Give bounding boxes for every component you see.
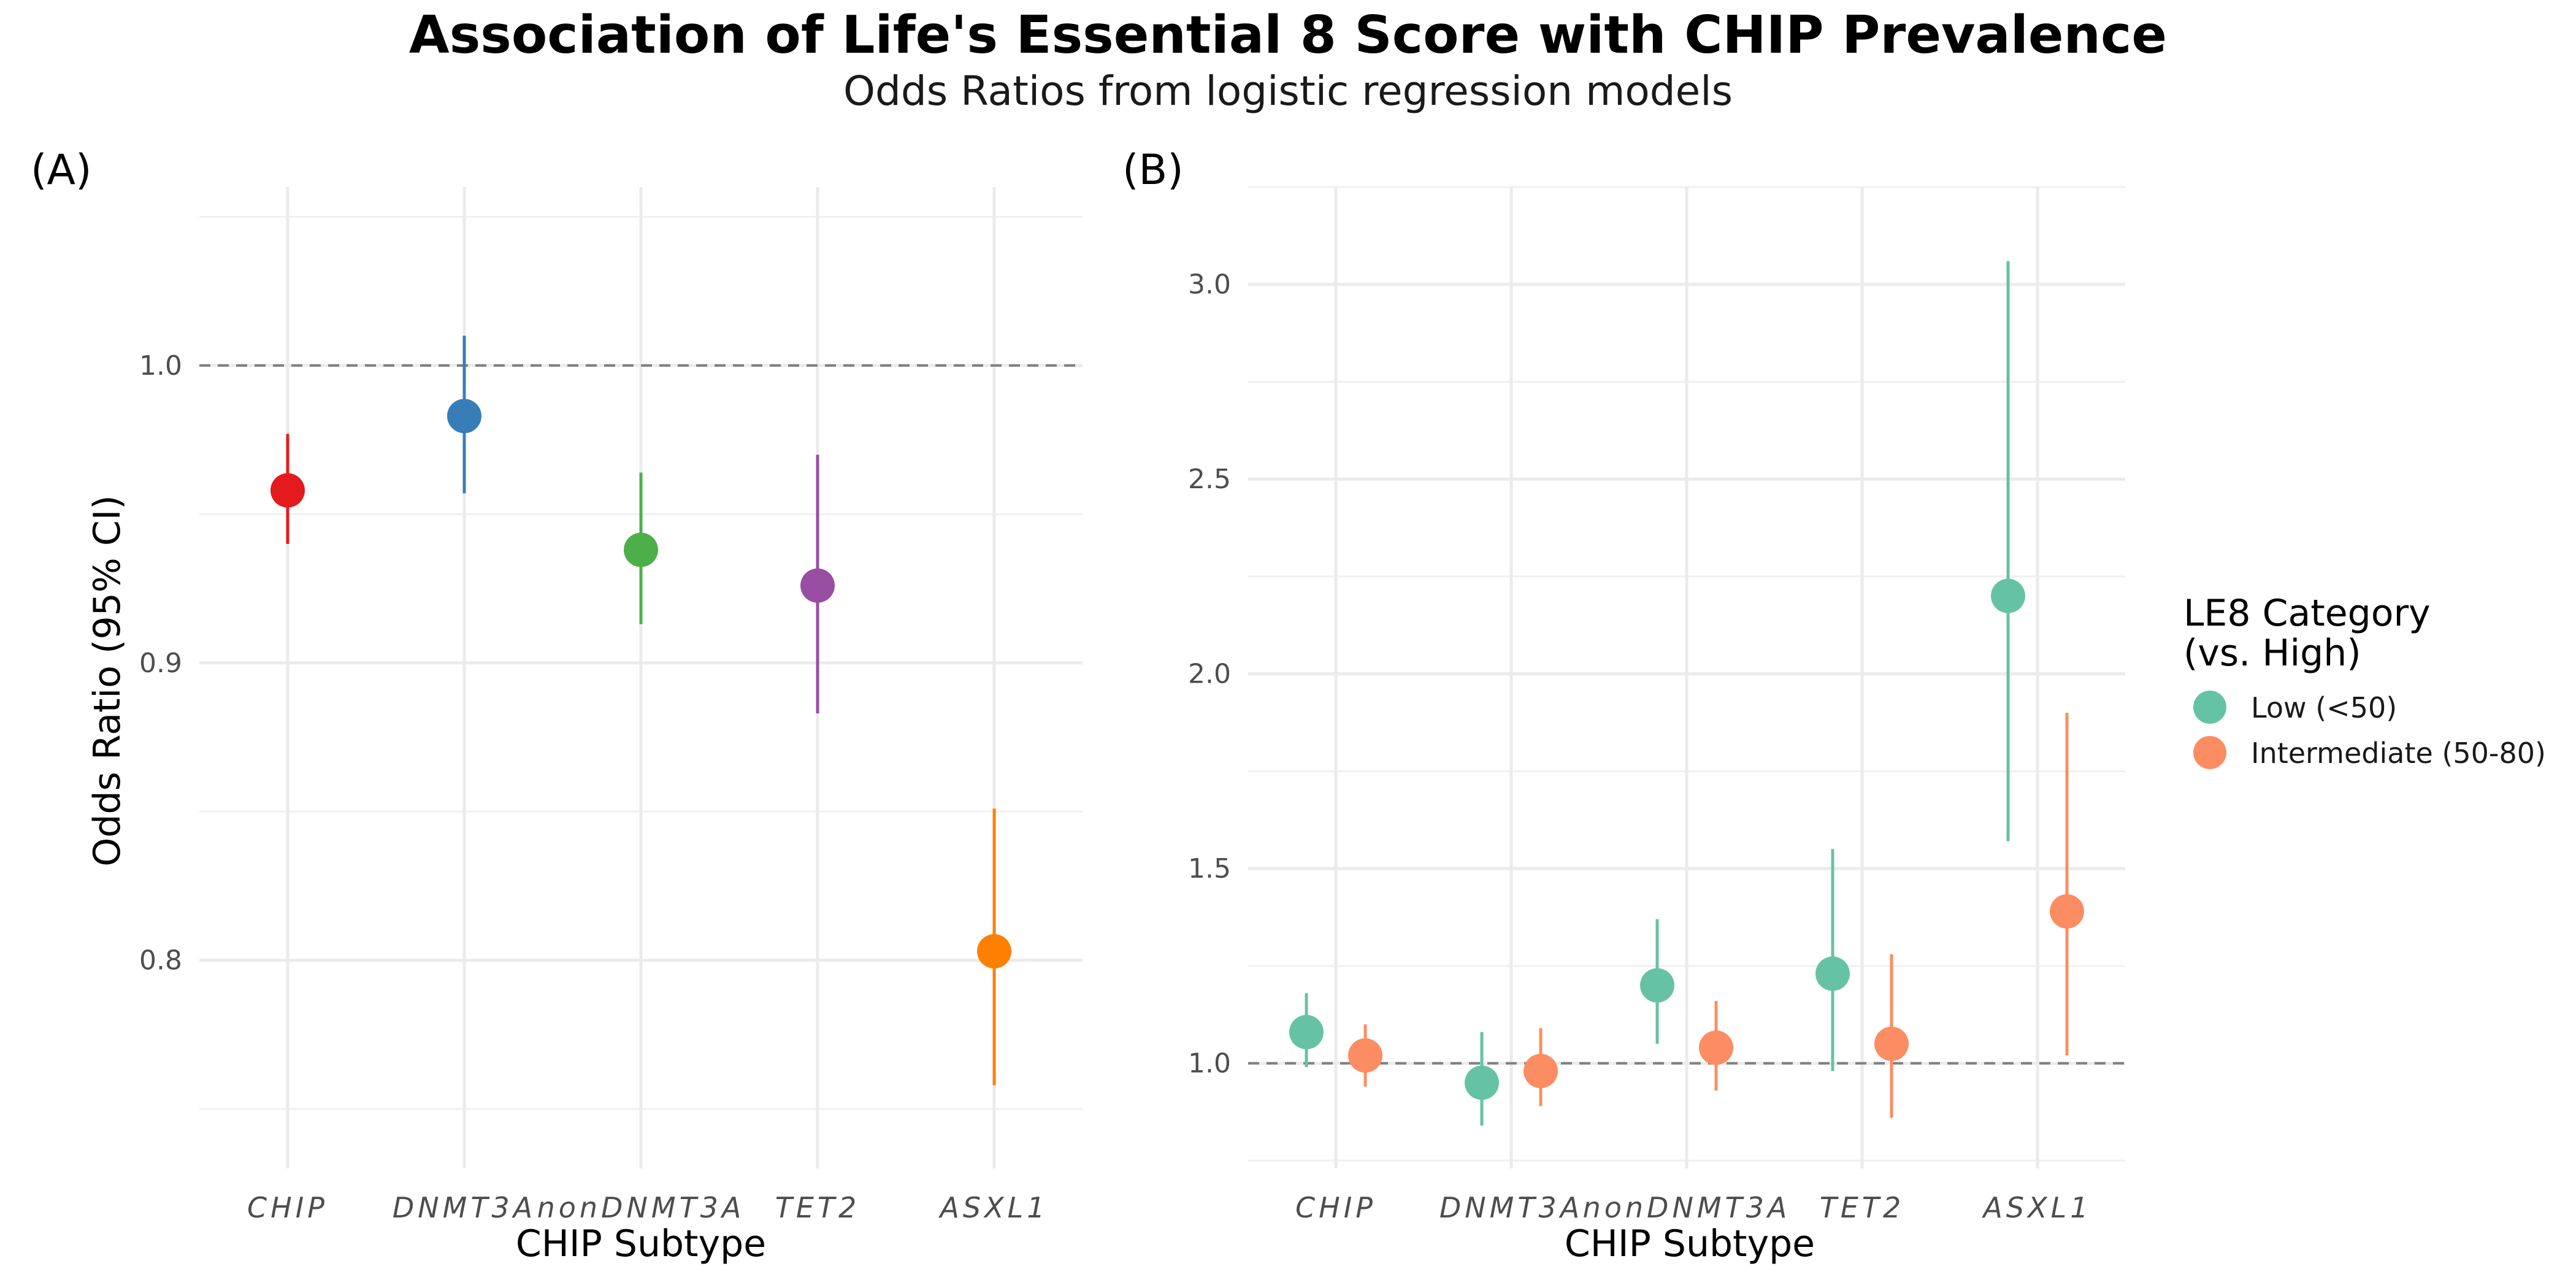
legend-label-low: Low (<50) bbox=[2251, 691, 2397, 724]
point-tet2 bbox=[1815, 956, 1850, 991]
point-asxl1 bbox=[2050, 894, 2084, 929]
legend: LE8 Category (vs. High) Low (<50) Interm… bbox=[2183, 592, 2546, 770]
x-tick-label-chip: CHIP bbox=[1295, 1191, 1376, 1224]
point-nondnmt3a bbox=[1699, 1030, 1733, 1065]
x-tick-label-chip: CHIP bbox=[247, 1191, 328, 1224]
point-nondnmt3a bbox=[624, 532, 658, 567]
panel-a-tag: (A) bbox=[31, 146, 92, 194]
point-asxl1 bbox=[977, 934, 1011, 969]
point-chip bbox=[270, 473, 305, 508]
series-points bbox=[270, 335, 1011, 1086]
x-tick-label-dnmt3a: DNMT3A bbox=[393, 1191, 536, 1224]
figure-title: Association of Life's Essential 8 Score … bbox=[408, 5, 2168, 66]
gridlines bbox=[199, 187, 1083, 1168]
panel-a-x-axis-label: CHIP Subtype bbox=[516, 1222, 766, 1265]
x-tick-label-tet2: TET2 bbox=[1820, 1191, 1905, 1224]
x-tick-label-tet2: TET2 bbox=[775, 1191, 861, 1224]
y-tick-label: 0.9 bbox=[139, 648, 182, 679]
x-tick-label-nondnmt3a: nonDNMT3A bbox=[1583, 1191, 1791, 1224]
point-dnmt3a bbox=[447, 399, 481, 434]
point-chip bbox=[1348, 1038, 1382, 1073]
panel-a-y-axis-label: Odds Ratio (95% CI) bbox=[86, 495, 129, 867]
legend-title-line-1: LE8 Category bbox=[2183, 592, 2431, 635]
x-tick-label-dnmt3a: DNMT3A bbox=[1439, 1191, 1583, 1224]
gridlines bbox=[1248, 186, 2125, 1168]
y-tick-label: 3.0 bbox=[1188, 269, 1231, 301]
panel-a: (A) Odds Ratio (95% CI) CHIP Subtype 0.8… bbox=[31, 146, 1083, 1265]
legend-key-intermediate bbox=[2193, 736, 2226, 769]
point-nondnmt3a bbox=[1640, 968, 1674, 1003]
point-chip bbox=[1289, 1014, 1324, 1049]
x-tick-label-asxl1: ASXL1 bbox=[1981, 1191, 2091, 1224]
y-tick-label: 0.8 bbox=[139, 945, 182, 976]
series-intermediate-50-80 bbox=[1348, 713, 2084, 1118]
y-tick-label: 1.0 bbox=[1188, 1048, 1231, 1079]
x-tick-label-nondnmt3a: nonDNMT3A bbox=[537, 1191, 745, 1224]
panel-b-x-axis-label: CHIP Subtype bbox=[1565, 1222, 1815, 1265]
legend-key-low bbox=[2193, 691, 2226, 724]
point-dnmt3a bbox=[1465, 1065, 1499, 1100]
point-tet2 bbox=[800, 568, 835, 603]
x-tick-label-asxl1: ASXL1 bbox=[938, 1191, 1048, 1224]
series-low-50 bbox=[1289, 261, 2025, 1126]
y-tick-label: 2.0 bbox=[1188, 659, 1231, 690]
panel-b: (B) CHIP Subtype 1.0 1.5 2.0 2.5 3.0 CHIP DNMT… bbox=[1122, 146, 2125, 1265]
point-dnmt3a bbox=[1524, 1054, 1558, 1089]
legend-label-intermediate: Intermediate (50-80) bbox=[2251, 737, 2546, 770]
panel-b-tag: (B) bbox=[1122, 146, 1184, 194]
y-tick-label: 2.5 bbox=[1188, 464, 1231, 495]
y-tick-label: 1.5 bbox=[1188, 853, 1231, 884]
figure-subtitle: Odds Ratios from logistic regression mod… bbox=[843, 67, 1733, 115]
legend-title-line-2: (vs. High) bbox=[2183, 632, 2361, 675]
y-tick-label: 1.0 bbox=[139, 350, 182, 381]
point-asxl1 bbox=[1991, 578, 2025, 613]
point-tet2 bbox=[1874, 1026, 1909, 1061]
